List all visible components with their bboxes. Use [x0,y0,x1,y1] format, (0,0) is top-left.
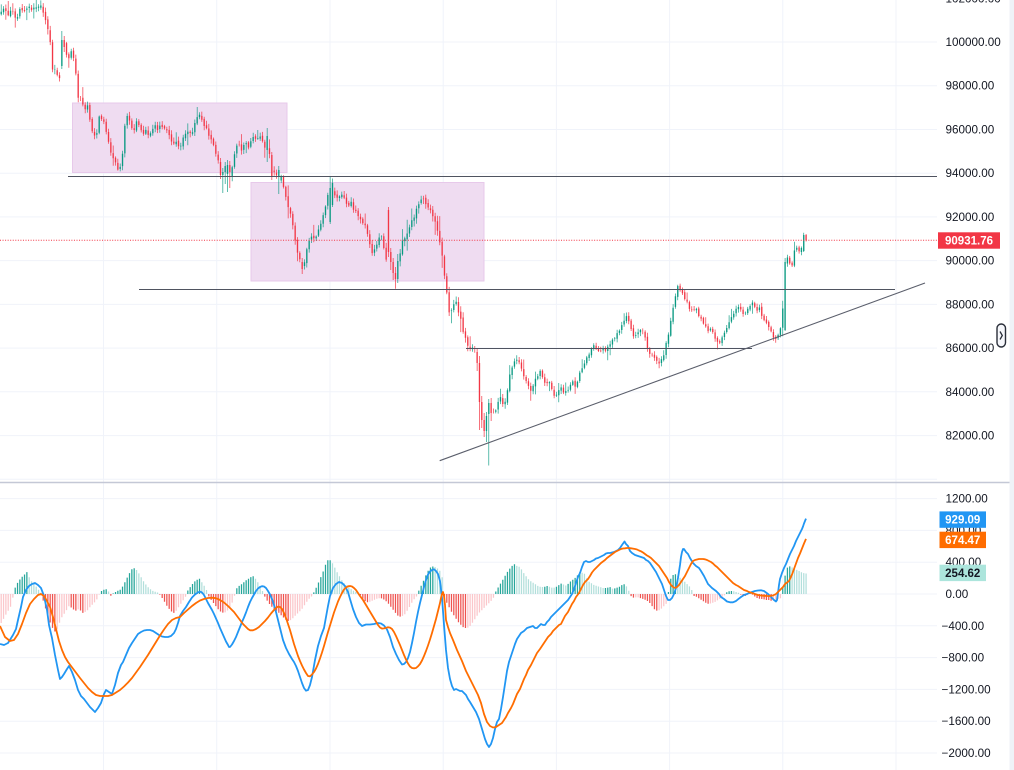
svg-text:929.09: 929.09 [945,515,980,527]
svg-text:102000.00: 102000.00 [946,0,1002,5]
svg-text:88000.00: 88000.00 [946,298,995,311]
svg-text:−800.00: −800.00 [942,652,985,665]
svg-text:98000.00: 98000.00 [946,80,995,93]
svg-text:100000.00: 100000.00 [946,36,1002,49]
svg-text:90000.00: 90000.00 [946,255,995,268]
svg-text:−1200.00: −1200.00 [942,683,992,696]
svg-text:84000.00: 84000.00 [946,386,995,399]
svg-text:94000.00: 94000.00 [946,167,995,180]
svg-text:674.47: 674.47 [945,535,980,547]
svg-text:90931.76: 90931.76 [945,236,993,248]
svg-text:82000.00: 82000.00 [946,430,995,443]
svg-text:96000.00: 96000.00 [946,124,995,137]
svg-text:86000.00: 86000.00 [946,342,995,355]
svg-text:−400.00: −400.00 [942,620,985,633]
svg-text:92000.00: 92000.00 [946,211,995,224]
svg-text:1200.00: 1200.00 [946,493,989,506]
svg-text:0.00: 0.00 [946,588,969,601]
svg-text:254.62: 254.62 [945,568,980,580]
svg-text:−2000.00: −2000.00 [942,747,992,760]
svg-text:−1600.00: −1600.00 [942,715,992,728]
